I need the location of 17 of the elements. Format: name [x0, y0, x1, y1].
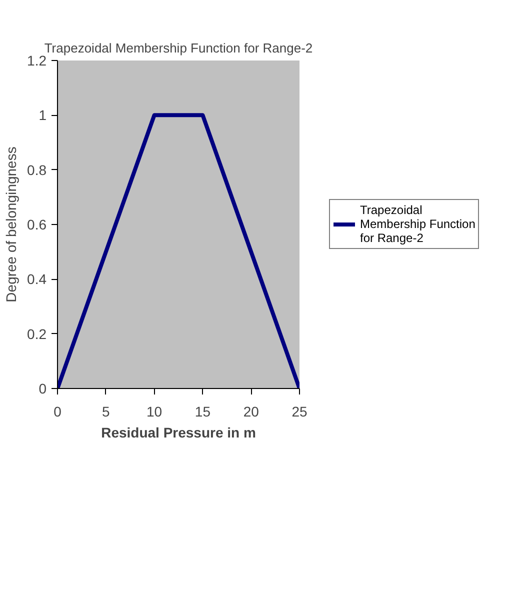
y-tick-label: 1 [38, 107, 47, 124]
x-tick-label: 15 [194, 404, 211, 420]
x-tick-label: 25 [292, 404, 308, 420]
y-tick-label: 0.4 [27, 271, 47, 288]
x-tick-label: 0 [54, 404, 62, 420]
y-axis-title: Degree of belongingness [3, 146, 20, 302]
chart-title: Trapezoidal Membership Function for Range-2 [44, 40, 313, 56]
y-tick-label: 0 [38, 380, 47, 396]
y-tick-label: 0.8 [27, 162, 47, 178]
x-axis-title: Residual Pressure in m [101, 424, 256, 440]
y-tick-label: 0.6 [27, 216, 47, 232]
x-tick-label: 5 [102, 404, 110, 420]
x-tick-label: 10 [146, 404, 162, 420]
y-tick-label: 1.2 [27, 52, 47, 68]
x-tick-label: 20 [243, 404, 260, 420]
legend-label: Trapezoidal Membership Function for Range-2 [360, 203, 476, 245]
y-tick-label: 0.2 [27, 326, 47, 342]
